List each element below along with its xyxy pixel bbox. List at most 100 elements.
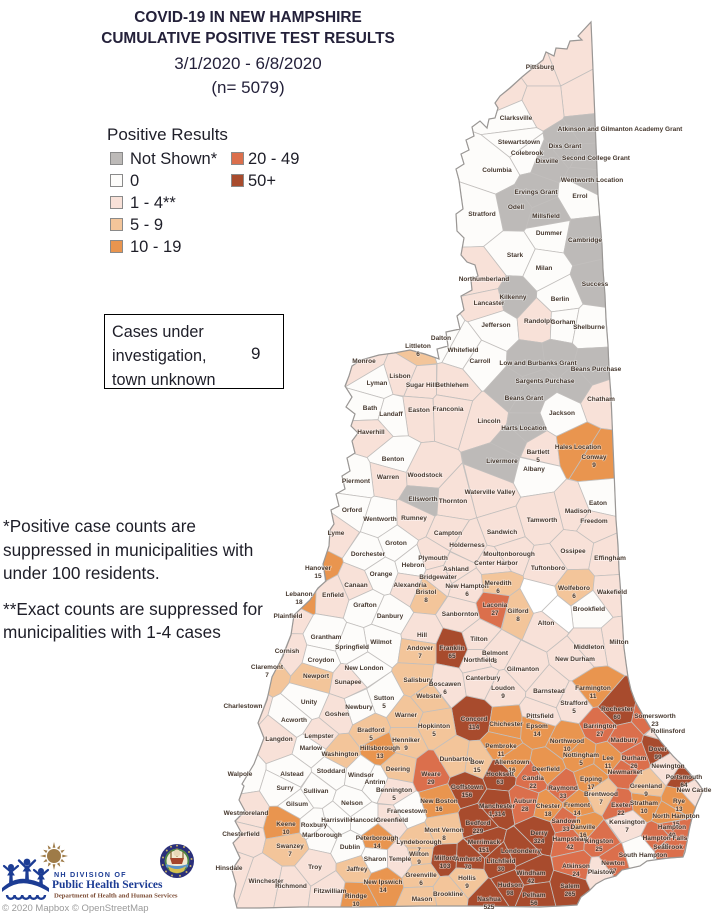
svg-text:Lyme: Lyme bbox=[328, 530, 345, 537]
svg-text:7: 7 bbox=[265, 672, 269, 679]
svg-text:Northfield: Northfield bbox=[464, 657, 495, 664]
svg-text:Marlow: Marlow bbox=[300, 745, 323, 752]
svg-text:7: 7 bbox=[418, 653, 422, 660]
svg-text:Lebanon: Lebanon bbox=[285, 591, 312, 598]
svg-text:Plaistow: Plaistow bbox=[588, 869, 615, 876]
svg-text:42: 42 bbox=[527, 878, 535, 885]
svg-text:27: 27 bbox=[491, 610, 499, 617]
svg-text:Mason: Mason bbox=[412, 896, 433, 903]
svg-text:17: 17 bbox=[587, 784, 595, 791]
svg-text:5: 5 bbox=[369, 735, 373, 742]
svg-text:Monroe: Monroe bbox=[352, 358, 376, 365]
svg-text:Stratham: Stratham bbox=[630, 800, 658, 807]
svg-text:5: 5 bbox=[432, 731, 436, 738]
svg-text:Epsom: Epsom bbox=[526, 723, 548, 730]
svg-text:Barnstead: Barnstead bbox=[533, 688, 565, 695]
svg-text:5: 5 bbox=[392, 795, 396, 802]
svg-text:Merrimack: Merrimack bbox=[468, 839, 501, 846]
svg-text:Warren: Warren bbox=[377, 474, 399, 481]
svg-text:Winchester: Winchester bbox=[249, 878, 284, 885]
svg-text:Northwood: Northwood bbox=[550, 738, 584, 745]
svg-text:Bedford: Bedford bbox=[466, 820, 491, 827]
svg-text:Canaan: Canaan bbox=[344, 582, 368, 589]
svg-text:Sutton: Sutton bbox=[374, 695, 395, 702]
svg-text:Farmington: Farmington bbox=[575, 685, 611, 692]
svg-text:Orange: Orange bbox=[370, 571, 393, 578]
svg-text:9: 9 bbox=[644, 791, 648, 798]
svg-text:Bennington: Bennington bbox=[376, 787, 412, 794]
svg-text:Mont Vernon: Mont Vernon bbox=[424, 827, 463, 834]
svg-text:Walpole: Walpole bbox=[228, 771, 253, 778]
svg-text:Hebron: Hebron bbox=[402, 562, 425, 569]
svg-text:16: 16 bbox=[579, 832, 587, 839]
svg-text:Sargents Purchase: Sargents Purchase bbox=[516, 378, 575, 385]
svg-text:Franconia: Franconia bbox=[432, 406, 463, 413]
svg-text:Sullivan: Sullivan bbox=[304, 788, 329, 795]
svg-text:Albany: Albany bbox=[523, 466, 545, 473]
svg-text:24: 24 bbox=[572, 871, 580, 878]
svg-text:8: 8 bbox=[516, 616, 520, 623]
svg-text:Dunbarton: Dunbarton bbox=[440, 756, 473, 763]
svg-text:Laconia: Laconia bbox=[483, 602, 508, 609]
svg-text:7: 7 bbox=[625, 827, 629, 834]
svg-text:Wilton: Wilton bbox=[409, 851, 429, 858]
svg-text:Second College Grant: Second College Grant bbox=[562, 155, 631, 162]
svg-text:Madison: Madison bbox=[565, 508, 591, 515]
svg-text:29: 29 bbox=[427, 779, 435, 786]
svg-text:Brookfield: Brookfield bbox=[573, 606, 605, 613]
svg-text:6: 6 bbox=[465, 591, 469, 598]
svg-text:NH DIVISION OF: NH DIVISION OF bbox=[54, 870, 127, 879]
svg-text:Goshen: Goshen bbox=[325, 711, 349, 718]
svg-text:Newbury: Newbury bbox=[345, 704, 373, 711]
svg-text:New London: New London bbox=[345, 665, 384, 672]
svg-text:37: 37 bbox=[609, 868, 617, 875]
svg-text:98: 98 bbox=[506, 890, 514, 897]
svg-text:229: 229 bbox=[473, 828, 484, 835]
svg-text:Wilmot: Wilmot bbox=[370, 639, 392, 646]
svg-text:Jackson: Jackson bbox=[549, 410, 575, 417]
svg-text:Wentworth: Wentworth bbox=[363, 516, 396, 523]
svg-text:Newington: Newington bbox=[651, 763, 684, 770]
svg-text:Jaffrey: Jaffrey bbox=[346, 866, 368, 873]
svg-text:Dorchester: Dorchester bbox=[351, 551, 386, 558]
svg-text:New Castle: New Castle bbox=[677, 787, 712, 794]
svg-text:10: 10 bbox=[640, 808, 648, 815]
svg-text:5: 5 bbox=[579, 760, 583, 767]
svg-text:Newmarket: Newmarket bbox=[608, 769, 644, 776]
svg-text:Eaton: Eaton bbox=[589, 500, 607, 507]
svg-text:Bow: Bow bbox=[470, 759, 485, 766]
svg-text:Holderness: Holderness bbox=[449, 542, 485, 549]
svg-text:16: 16 bbox=[435, 806, 443, 813]
svg-text:Pittsburg: Pittsburg bbox=[526, 64, 555, 71]
svg-text:Belmont: Belmont bbox=[482, 650, 509, 657]
svg-text:Hollis: Hollis bbox=[458, 875, 476, 882]
svg-text:Clarksville: Clarksville bbox=[500, 115, 533, 122]
svg-text:Exeter: Exeter bbox=[611, 802, 631, 809]
svg-text:Success: Success bbox=[582, 281, 609, 288]
svg-text:Public Health Services: Public Health Services bbox=[52, 879, 163, 891]
svg-text:Ervings Grant: Ervings Grant bbox=[515, 189, 559, 196]
svg-text:Nashua: Nashua bbox=[477, 896, 501, 903]
svg-text:Derry: Derry bbox=[531, 830, 548, 837]
svg-text:Chester: Chester bbox=[536, 803, 561, 810]
svg-text:Hooksett: Hooksett bbox=[486, 771, 515, 778]
svg-text:Danbury: Danbury bbox=[377, 613, 404, 620]
svg-text:Lyndeborough: Lyndeborough bbox=[396, 839, 441, 846]
svg-text:Barrington: Barrington bbox=[583, 723, 616, 730]
svg-text:Conway: Conway bbox=[582, 454, 607, 461]
svg-text:Litchfield: Litchfield bbox=[487, 858, 516, 865]
svg-text:Fitzwilliam: Fitzwilliam bbox=[314, 888, 347, 895]
svg-text:Loudon: Loudon bbox=[491, 685, 515, 692]
svg-text:Enfield: Enfield bbox=[322, 592, 344, 599]
svg-text:5: 5 bbox=[382, 703, 386, 710]
svg-text:525: 525 bbox=[484, 904, 495, 911]
svg-text:15: 15 bbox=[473, 767, 481, 774]
svg-text:Surry: Surry bbox=[277, 785, 294, 792]
svg-text:New Boston: New Boston bbox=[420, 798, 458, 805]
svg-text:Littleton: Littleton bbox=[405, 343, 431, 350]
svg-text:103: 103 bbox=[440, 863, 451, 870]
svg-text:Wakefield: Wakefield bbox=[597, 589, 627, 596]
svg-text:Webster: Webster bbox=[416, 693, 442, 700]
svg-text:Andover: Andover bbox=[407, 645, 434, 652]
svg-text:Auburn: Auburn bbox=[513, 798, 536, 805]
